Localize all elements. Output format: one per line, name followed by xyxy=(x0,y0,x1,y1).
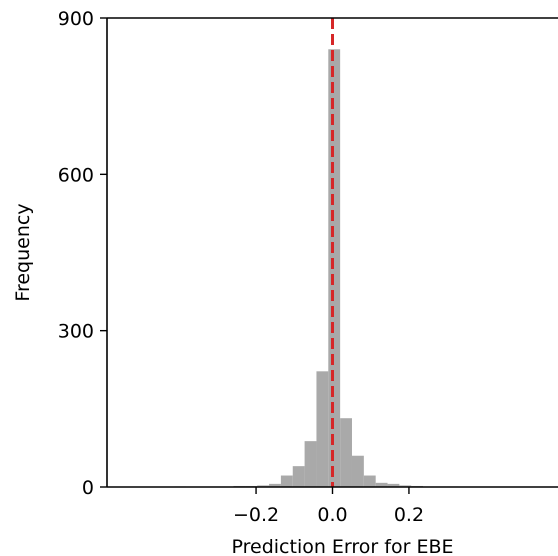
x-tick-label: 0.0 xyxy=(317,504,347,526)
x-tick-label: 0.2 xyxy=(394,504,424,526)
x-tick-label: −0.2 xyxy=(233,504,279,526)
histogram-bar-8 xyxy=(269,483,281,487)
y-tick-label: 900 xyxy=(58,8,94,30)
y-tick-label: 0 xyxy=(82,477,94,499)
histogram-bar-13 xyxy=(328,49,341,488)
histogram-bar-17 xyxy=(375,482,388,487)
x-axis-label: Prediction Error for EBE xyxy=(232,536,454,556)
histogram-bar-10 xyxy=(292,466,305,487)
y-tick-label: 600 xyxy=(58,164,94,186)
histogram-bar-16 xyxy=(363,475,376,487)
histogram-bar-11 xyxy=(304,441,317,487)
histogram-bars xyxy=(174,49,459,488)
ticks: 0 300 600 900 −0.2 0.0 0.2 xyxy=(58,8,424,526)
histogram-bar-14 xyxy=(340,418,352,487)
histogram-bar-18 xyxy=(387,483,400,487)
histogram-bar-15 xyxy=(351,455,364,487)
histogram-bar-12 xyxy=(316,371,329,487)
y-tick-label: 300 xyxy=(58,321,94,343)
histogram-bar-9 xyxy=(280,475,293,487)
y-axis-label: Frequency xyxy=(12,203,34,301)
